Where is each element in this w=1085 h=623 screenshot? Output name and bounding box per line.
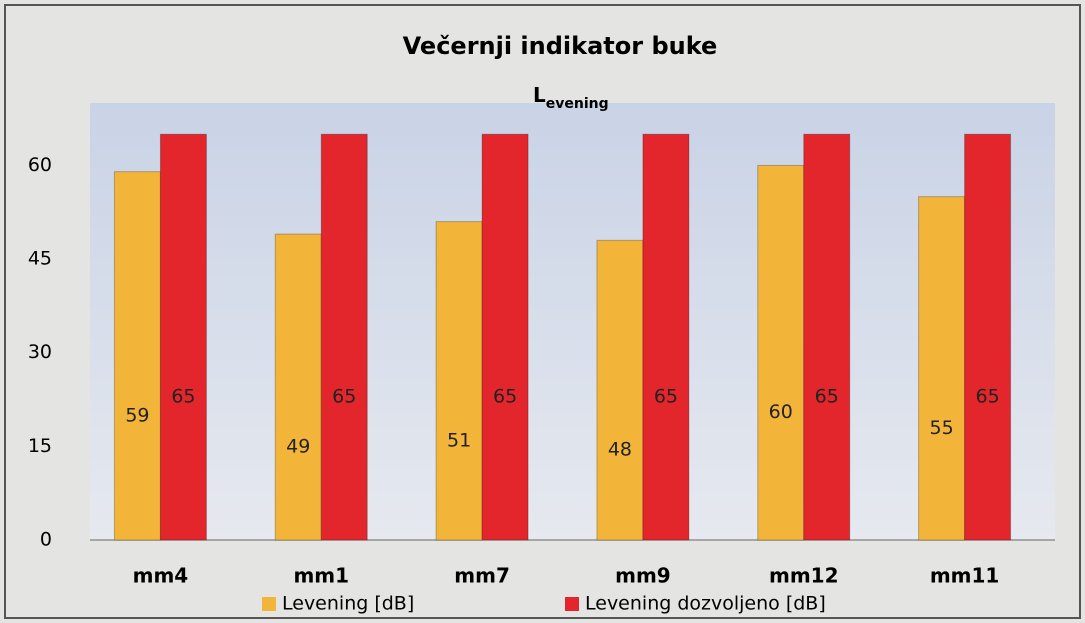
chart-title: Večernji indikator buke xyxy=(403,32,718,60)
data-label: 65 xyxy=(654,386,678,408)
x-tick-label: mm7 xyxy=(454,564,510,588)
legend-label: Levening dozvoljeno [dB] xyxy=(585,593,826,615)
data-label: 65 xyxy=(171,386,195,408)
chart-subtitle: Levening xyxy=(533,83,609,113)
data-label: 59 xyxy=(125,404,149,426)
bar xyxy=(274,233,322,541)
x-tick-label: mm9 xyxy=(615,564,671,588)
bar xyxy=(642,133,690,541)
subtitle-sub: evening xyxy=(546,96,609,112)
bar xyxy=(757,164,805,541)
data-label: 65 xyxy=(975,386,999,408)
y-tick-label: 15 xyxy=(28,435,52,457)
frame xyxy=(4,4,1081,619)
data-label: 48 xyxy=(608,439,632,461)
legend-swatch xyxy=(565,597,579,611)
bar xyxy=(596,239,644,541)
data-label: 65 xyxy=(493,386,517,408)
y-tick-label: 60 xyxy=(28,154,52,176)
data-label: 51 xyxy=(447,429,471,451)
data-label: 65 xyxy=(815,386,839,408)
x-tick-label: mm4 xyxy=(133,564,189,588)
y-tick-label: 0 xyxy=(40,529,52,551)
bar xyxy=(159,133,207,541)
data-label: 65 xyxy=(332,386,356,408)
plot-area xyxy=(90,103,1055,540)
bar xyxy=(320,133,368,541)
subtitle-main: L xyxy=(533,83,546,107)
bar xyxy=(964,133,1012,541)
legend-swatch xyxy=(262,597,276,611)
bar xyxy=(918,196,966,541)
bar xyxy=(481,133,529,541)
x-tick-label: mm12 xyxy=(769,564,839,588)
data-label: 49 xyxy=(286,436,310,458)
x-tick-label: mm11 xyxy=(930,564,1000,588)
data-label: 55 xyxy=(929,417,953,439)
y-tick-label: 45 xyxy=(28,248,52,270)
bar xyxy=(435,221,483,541)
bar xyxy=(803,133,851,541)
y-tick-label: 30 xyxy=(28,341,52,363)
legend-label: Levening [dB] xyxy=(282,593,414,615)
bar xyxy=(113,171,161,541)
data-label: 60 xyxy=(769,401,793,423)
x-tick-label: mm1 xyxy=(293,564,349,588)
